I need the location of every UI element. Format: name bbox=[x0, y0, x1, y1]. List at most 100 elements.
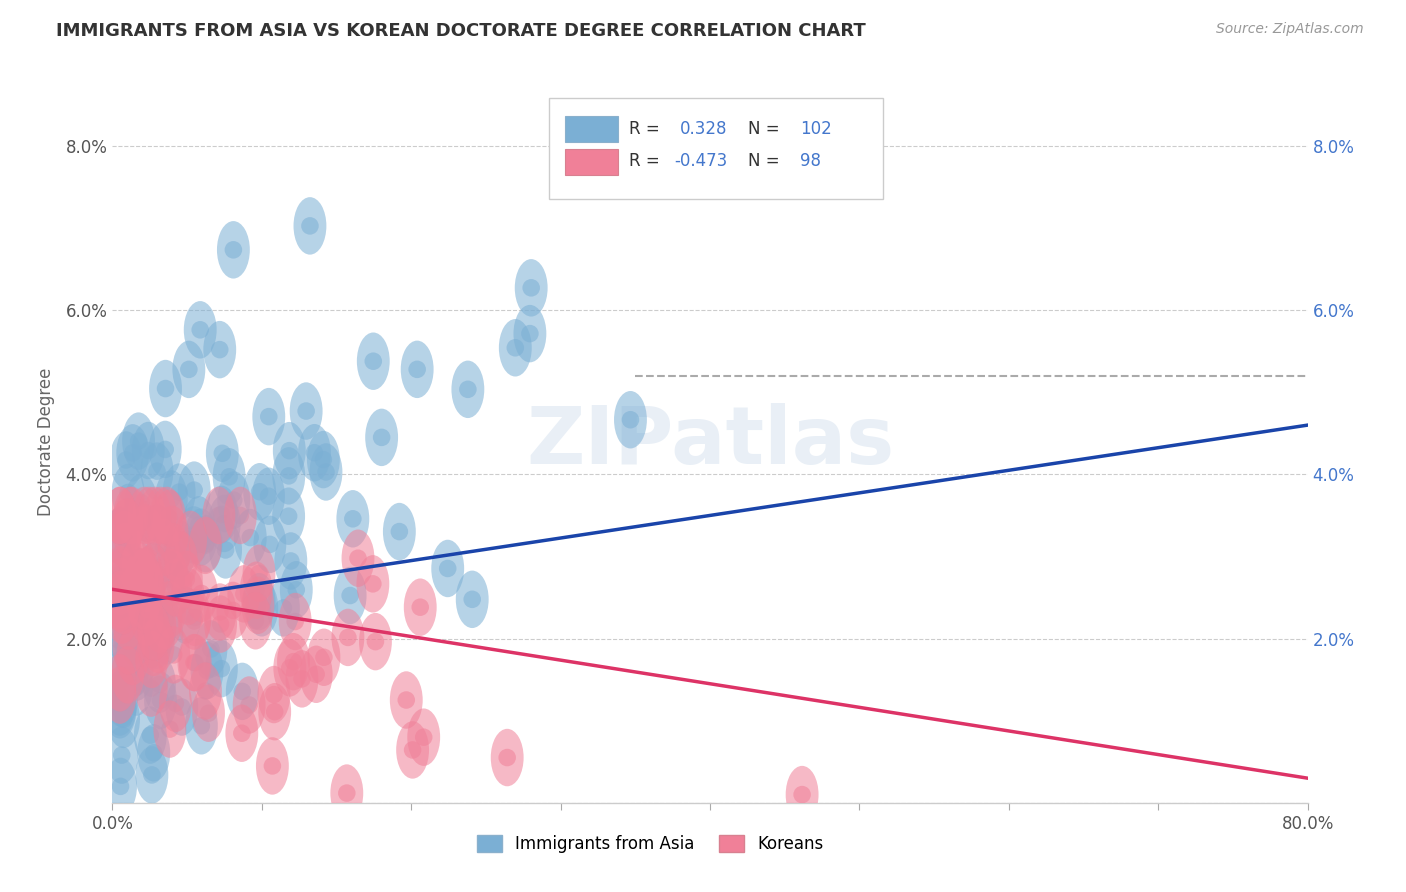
Point bbox=[141, 768, 163, 782]
Ellipse shape bbox=[153, 490, 186, 547]
Ellipse shape bbox=[212, 448, 246, 506]
Point bbox=[245, 614, 267, 628]
Ellipse shape bbox=[129, 504, 162, 562]
Point bbox=[315, 465, 337, 479]
Ellipse shape bbox=[114, 487, 146, 544]
Ellipse shape bbox=[138, 724, 170, 781]
Ellipse shape bbox=[451, 360, 484, 418]
Ellipse shape bbox=[105, 587, 138, 644]
Ellipse shape bbox=[163, 463, 195, 521]
Ellipse shape bbox=[156, 506, 188, 563]
Ellipse shape bbox=[204, 583, 236, 640]
Ellipse shape bbox=[330, 764, 363, 822]
Ellipse shape bbox=[104, 666, 136, 724]
Point bbox=[115, 453, 138, 467]
Text: R =: R = bbox=[628, 120, 659, 137]
Point bbox=[121, 446, 143, 460]
Ellipse shape bbox=[149, 421, 181, 478]
Point bbox=[165, 581, 187, 595]
Point bbox=[347, 551, 370, 566]
Point bbox=[336, 631, 359, 645]
Point bbox=[117, 636, 139, 650]
Point bbox=[361, 577, 384, 591]
Point bbox=[108, 703, 131, 717]
Ellipse shape bbox=[114, 558, 148, 615]
Point bbox=[112, 533, 135, 547]
Ellipse shape bbox=[225, 705, 259, 762]
Ellipse shape bbox=[256, 737, 288, 795]
Text: 102: 102 bbox=[800, 120, 831, 137]
Ellipse shape bbox=[104, 487, 136, 544]
Ellipse shape bbox=[290, 383, 322, 440]
Point bbox=[312, 452, 335, 467]
Ellipse shape bbox=[217, 582, 249, 640]
Point bbox=[183, 656, 205, 670]
Point bbox=[184, 610, 207, 624]
Point bbox=[457, 382, 479, 396]
Ellipse shape bbox=[131, 556, 163, 613]
Point bbox=[209, 617, 232, 632]
Point bbox=[149, 617, 172, 632]
Ellipse shape bbox=[150, 487, 183, 544]
Point bbox=[143, 508, 166, 523]
Point bbox=[159, 722, 181, 736]
FancyBboxPatch shape bbox=[548, 98, 883, 200]
Point bbox=[194, 684, 217, 698]
Ellipse shape bbox=[104, 549, 136, 607]
Text: Source: ZipAtlas.com: Source: ZipAtlas.com bbox=[1216, 22, 1364, 37]
Point bbox=[176, 573, 198, 587]
Y-axis label: Doctorate Degree: Doctorate Degree bbox=[37, 368, 55, 516]
Ellipse shape bbox=[105, 726, 138, 784]
Point bbox=[174, 607, 197, 622]
Point bbox=[145, 633, 167, 648]
Point bbox=[108, 700, 131, 714]
Ellipse shape bbox=[273, 422, 305, 479]
Point bbox=[142, 624, 165, 639]
Ellipse shape bbox=[163, 520, 197, 578]
Ellipse shape bbox=[186, 565, 218, 623]
Point bbox=[229, 508, 252, 523]
Point bbox=[152, 541, 174, 555]
Point bbox=[284, 615, 307, 629]
Text: 98: 98 bbox=[800, 153, 821, 170]
Ellipse shape bbox=[104, 651, 136, 708]
Point bbox=[120, 580, 142, 594]
Ellipse shape bbox=[204, 321, 236, 378]
Point bbox=[134, 508, 156, 523]
Point bbox=[120, 633, 142, 648]
Point bbox=[245, 583, 267, 598]
Ellipse shape bbox=[155, 549, 188, 607]
Point bbox=[156, 629, 179, 643]
Point bbox=[128, 619, 150, 633]
Ellipse shape bbox=[143, 672, 177, 729]
Point bbox=[148, 624, 170, 638]
Ellipse shape bbox=[183, 496, 215, 554]
Ellipse shape bbox=[228, 566, 260, 623]
Ellipse shape bbox=[155, 470, 188, 528]
Point bbox=[159, 511, 181, 525]
Ellipse shape bbox=[165, 532, 198, 589]
Ellipse shape bbox=[112, 617, 145, 674]
Point bbox=[187, 517, 209, 532]
Ellipse shape bbox=[396, 722, 429, 779]
Ellipse shape bbox=[118, 591, 152, 648]
Ellipse shape bbox=[138, 542, 170, 599]
Point bbox=[136, 577, 159, 591]
Point bbox=[277, 468, 299, 483]
Ellipse shape bbox=[110, 431, 142, 489]
Ellipse shape bbox=[432, 540, 464, 598]
Point bbox=[111, 748, 134, 763]
Point bbox=[257, 409, 280, 424]
Point bbox=[132, 570, 155, 584]
Ellipse shape bbox=[104, 574, 136, 632]
Ellipse shape bbox=[149, 591, 183, 649]
Point bbox=[222, 493, 245, 508]
Ellipse shape bbox=[240, 561, 273, 619]
Point bbox=[112, 713, 135, 727]
Point bbox=[283, 655, 305, 669]
Ellipse shape bbox=[280, 561, 312, 618]
Point bbox=[247, 566, 270, 581]
Ellipse shape bbox=[179, 634, 212, 691]
Point bbox=[231, 726, 253, 740]
Ellipse shape bbox=[224, 487, 257, 544]
